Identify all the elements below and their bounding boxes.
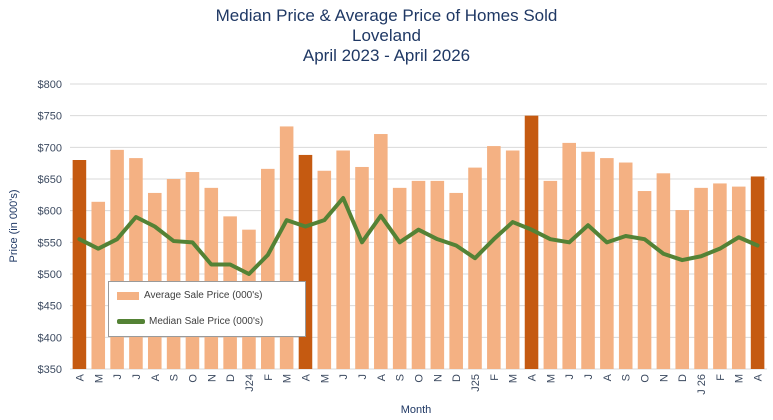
- x-tick-label: A: [753, 373, 765, 381]
- x-tick-label: N: [658, 374, 670, 382]
- x-tick-label: F: [489, 374, 501, 381]
- legend-swatch-median: [117, 319, 145, 324]
- y-tick-label: $550: [38, 237, 62, 249]
- bar-average-price: [543, 180, 558, 369]
- bar-average-price: [637, 191, 652, 369]
- bar-average-price: [524, 115, 539, 370]
- bar-average-price: [336, 150, 350, 369]
- x-tick-label: F: [715, 374, 727, 381]
- bar-average-price: [694, 187, 708, 369]
- bar-average-price: [261, 168, 275, 369]
- x-tick-label: J25: [470, 374, 482, 392]
- bar-average-price: [185, 172, 200, 369]
- x-tick-label: J: [357, 374, 369, 380]
- chart-legend: Average Sale Price (000's) Median Sale P…: [108, 281, 306, 337]
- x-tick-label: S: [169, 374, 181, 381]
- legend-swatch-average: [117, 291, 139, 300]
- bar-average-price: [600, 158, 614, 369]
- x-tick-label: M: [93, 374, 105, 383]
- bar-average-price: [72, 160, 87, 369]
- bar-average-price: [392, 187, 407, 369]
- bar-average-price: [562, 142, 576, 369]
- line-median-price: [77, 196, 760, 276]
- x-tick-label: N: [432, 374, 444, 382]
- bar-average-price: [129, 158, 143, 369]
- x-tick-label: M: [282, 374, 294, 383]
- x-tick-label: A: [300, 373, 312, 381]
- bar-average-price: [487, 146, 501, 369]
- bar-average-price: [91, 201, 106, 369]
- x-tick-label: A: [74, 373, 86, 381]
- y-tick-label: $450: [38, 301, 62, 313]
- x-tick-label: D: [677, 374, 689, 382]
- x-tick-label: J24: [244, 374, 256, 392]
- bar-average-price: [449, 192, 463, 369]
- x-axis-title: Month: [401, 404, 432, 416]
- x-tick-label: N: [206, 374, 218, 382]
- y-tick-label: $700: [38, 142, 62, 154]
- bar-average-price: [675, 210, 690, 369]
- bar-average-price: [468, 167, 482, 369]
- bar-average-price: [204, 187, 219, 369]
- x-tick-label: S: [621, 374, 633, 381]
- bar-average-price: [618, 162, 633, 369]
- chart-subtitle-location: Loveland: [351, 26, 421, 45]
- bar-average-price: [166, 179, 181, 369]
- bar-average-price: [355, 166, 369, 369]
- y-tick-label: $350: [38, 364, 62, 376]
- x-tick-label: J: [564, 374, 576, 380]
- bar-average-price: [430, 180, 445, 369]
- y-tick-label: $750: [38, 111, 62, 123]
- x-tick-label: M: [734, 374, 746, 383]
- chart-title: Median Price & Average Price of Homes So…: [215, 6, 558, 25]
- x-tick-label: J: [131, 374, 143, 380]
- x-tick-label: S: [395, 374, 407, 381]
- x-tick-label: D: [451, 374, 463, 382]
- bar-average-price: [750, 176, 765, 369]
- x-tick-label: A: [527, 373, 539, 381]
- x-tick-label: O: [640, 374, 652, 383]
- x-tick-label: J 26: [696, 374, 708, 395]
- x-tick-label: A: [150, 373, 162, 381]
- x-tick-label: J: [583, 374, 595, 380]
- y-tick-label: $500: [38, 269, 62, 281]
- bar-average-price: [505, 150, 520, 369]
- bar-average-price: [713, 183, 727, 369]
- x-tick-label: O: [187, 374, 199, 383]
- chart-subtitle-daterange: April 2023 - April 2026: [302, 46, 471, 65]
- bar-average-price: [374, 134, 388, 369]
- x-tick-label: M: [508, 374, 520, 383]
- x-tick-label: F: [263, 374, 275, 381]
- bar-average-price: [656, 173, 671, 369]
- legend-label-average: Average Sale Price (000's): [144, 290, 263, 301]
- y-tick-label: $600: [38, 206, 62, 218]
- y-axis-title: Price (in 000's): [8, 189, 20, 262]
- legend-label-median: Median Sale Price (000's): [149, 316, 264, 327]
- bar-average-price: [731, 186, 746, 369]
- x-tick-label: D: [225, 374, 237, 382]
- bar-average-price: [411, 180, 426, 369]
- x-tick-label: A: [602, 373, 614, 381]
- x-tick-label: J: [112, 374, 124, 380]
- y-tick-label: $650: [38, 174, 62, 186]
- legend-item-average: Average Sale Price (000's): [117, 290, 262, 301]
- x-tick-label: J: [338, 374, 350, 380]
- bar-average-price: [317, 170, 332, 369]
- y-tick-label: $800: [38, 79, 62, 91]
- x-tick-label: A: [376, 373, 388, 381]
- legend-item-median: Median Sale Price (000's): [117, 316, 263, 327]
- x-tick-label: M: [545, 374, 557, 383]
- y-tick-label: $400: [38, 332, 62, 344]
- x-tick-label: M: [319, 374, 331, 383]
- x-tick-label: O: [414, 374, 426, 383]
- bar-average-price: [581, 151, 595, 369]
